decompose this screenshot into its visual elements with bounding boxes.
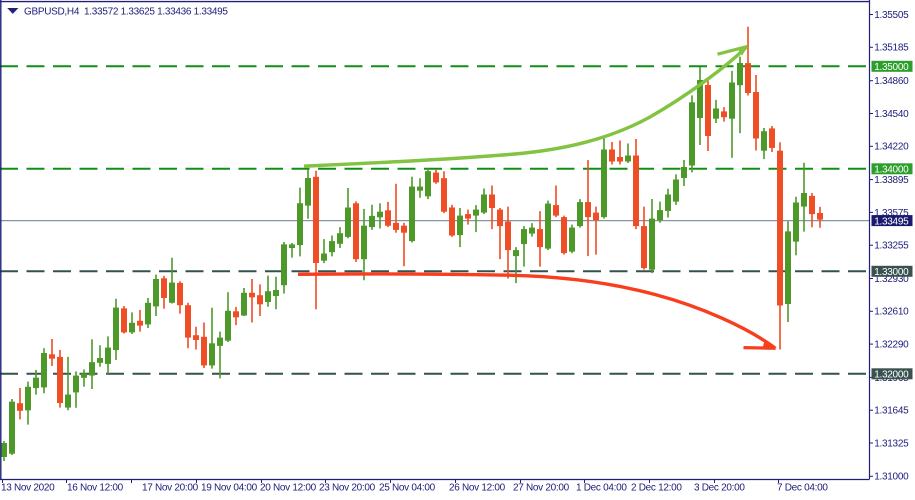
svg-text:2 Dec 12:00: 2 Dec 12:00	[631, 483, 682, 494]
svg-text:3 Dec 20:00: 3 Dec 20:00	[694, 483, 745, 494]
svg-text:13 Nov 2020: 13 Nov 2020	[1, 483, 55, 494]
svg-text:7 Dec 04:00: 7 Dec 04:00	[777, 483, 828, 494]
svg-text:GBPUSD,H4 1.33572 1.33625 1.3: GBPUSD,H4 1.33572 1.33625 1.33436 1.3349…	[24, 6, 228, 17]
svg-text:1.34000: 1.34000	[874, 165, 909, 176]
svg-text:1.32000: 1.32000	[874, 370, 909, 381]
svg-text:16 Nov 12:00: 16 Nov 12:00	[67, 483, 124, 494]
svg-text:1.33495: 1.33495	[874, 216, 909, 227]
svg-text:1.31325: 1.31325	[874, 438, 909, 449]
svg-text:1.33000: 1.33000	[874, 267, 909, 278]
svg-text:1.34860: 1.34860	[874, 76, 909, 87]
svg-text:1.31645: 1.31645	[874, 406, 909, 417]
svg-text:1.32610: 1.32610	[874, 307, 909, 318]
svg-text:27 Nov 20:00: 27 Nov 20:00	[513, 483, 570, 494]
svg-text:19 Nov 04:00: 19 Nov 04:00	[201, 483, 258, 494]
svg-text:17 Nov 20:00: 17 Nov 20:00	[142, 483, 199, 494]
svg-text:1.31000: 1.31000	[874, 472, 909, 483]
svg-text:1.34540: 1.34540	[874, 109, 909, 120]
svg-text:26 Nov 12:00: 26 Nov 12:00	[449, 483, 506, 494]
svg-text:1.33575: 1.33575	[874, 208, 909, 219]
svg-text:1.35000: 1.35000	[874, 62, 909, 73]
svg-text:1.35505: 1.35505	[874, 10, 909, 21]
svg-text:1.34220: 1.34220	[874, 142, 909, 153]
svg-text:25 Nov 04:00: 25 Nov 04:00	[379, 483, 436, 494]
svg-text:23 Nov 20:00: 23 Nov 20:00	[319, 483, 376, 494]
svg-text:1 Dec 04:00: 1 Dec 04:00	[576, 483, 627, 494]
svg-text:20 Nov 12:00: 20 Nov 12:00	[260, 483, 317, 494]
svg-text:1.32930: 1.32930	[874, 274, 909, 285]
svg-text:1.32290: 1.32290	[874, 340, 909, 351]
svg-text:1.33255: 1.33255	[874, 241, 909, 252]
svg-text:1.33895: 1.33895	[874, 175, 909, 186]
svg-text:1.35185: 1.35185	[874, 43, 909, 54]
